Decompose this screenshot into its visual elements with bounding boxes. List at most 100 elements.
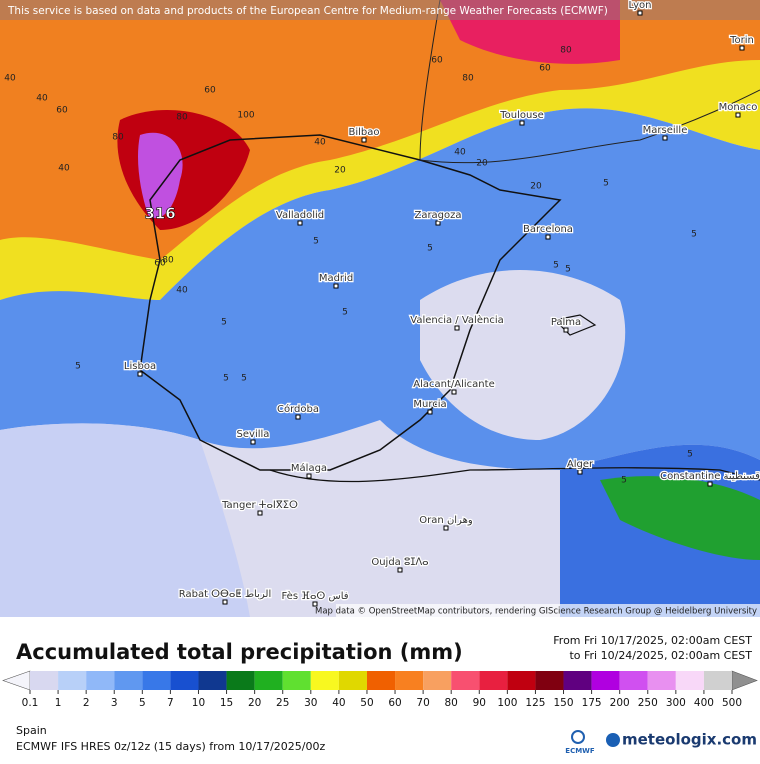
legend-tick-label: 15 xyxy=(220,697,233,709)
city-label: Alger xyxy=(567,459,594,470)
contour-label: 80 xyxy=(162,256,174,266)
contour-label: 60 xyxy=(204,86,216,96)
legend-swatch xyxy=(282,671,311,690)
legend-swatch xyxy=(675,671,704,690)
city-label: Oujda ⵓⵊⴷⴰ xyxy=(371,557,428,568)
legend-tick-label: 3 xyxy=(111,697,118,709)
brand: meteologix.com xyxy=(622,731,757,749)
contour-label: 40 xyxy=(454,148,466,158)
city-dot xyxy=(137,371,143,377)
city-label: Palma xyxy=(551,317,581,328)
contour-label: 5 xyxy=(621,476,627,486)
city-dot xyxy=(637,10,643,16)
contour-label: 20 xyxy=(334,166,346,176)
legend-tick-label: 125 xyxy=(525,697,545,709)
legend-tick-label: 7 xyxy=(167,697,174,709)
city-label: Toulouse xyxy=(499,110,543,121)
contour-label: 60 xyxy=(539,64,551,74)
city-dot xyxy=(306,473,312,479)
city-dot xyxy=(295,414,301,420)
date-to: to Fri 10/24/2025, 02:00am CEST xyxy=(569,649,752,662)
contour-label: 20 xyxy=(476,159,488,169)
contour-label: 5 xyxy=(553,261,559,271)
city-dot xyxy=(545,234,551,240)
legend-tick-label: 80 xyxy=(445,697,458,709)
legend-swatch xyxy=(58,671,87,690)
contour-label: 80 xyxy=(176,113,188,123)
legend-swatch xyxy=(647,671,676,690)
city-dot xyxy=(739,45,745,51)
city-label: Bilbao xyxy=(348,127,379,138)
contour-label: 60 xyxy=(431,56,443,66)
legend-swatch xyxy=(395,671,424,690)
city-label: Marseille xyxy=(643,125,688,136)
legend-swatch xyxy=(423,671,452,690)
city-label: Monaco xyxy=(719,102,758,113)
city-dot xyxy=(435,220,441,226)
contour-label: 40 xyxy=(314,138,326,148)
city-label: Alacant/Alicante xyxy=(413,379,494,390)
legend-swatch xyxy=(703,671,732,690)
legend-tick-label: 175 xyxy=(582,697,602,709)
legend-swatch xyxy=(563,671,592,690)
legend-tick-label: 300 xyxy=(666,697,686,709)
contour-label: 5 xyxy=(223,374,229,384)
city-dot xyxy=(662,135,668,141)
city-label: Sevilla xyxy=(237,429,270,440)
legend-tick-label: 400 xyxy=(694,697,714,709)
city-dot xyxy=(222,599,228,605)
legend-swatch xyxy=(254,671,283,690)
legend-tick-label: 150 xyxy=(553,697,573,709)
attribution: Map data © OpenStreetMap contributors, r… xyxy=(315,607,757,617)
contour-label: 5 xyxy=(427,244,433,254)
legend-tick-label: 40 xyxy=(332,697,345,709)
legend-swatch xyxy=(479,671,508,690)
city-dot xyxy=(427,409,433,415)
city-dot xyxy=(577,469,583,475)
city-label: Rabat ⵔⴱⴰⵟ الرباط xyxy=(179,589,271,600)
city-dot xyxy=(451,389,457,395)
legend-tick-label: 250 xyxy=(638,697,658,709)
model: ECMWF IFS HRES 0z/12z (15 days) from 10/… xyxy=(16,740,326,753)
contour-label: 5 xyxy=(565,265,571,275)
legend-tick-label: 60 xyxy=(388,697,401,709)
legend-tick-label: 1 xyxy=(55,697,62,709)
date-from: From Fri 10/17/2025, 02:00am CEST xyxy=(553,634,752,647)
city-dot xyxy=(312,601,318,607)
contour-label: 80 xyxy=(112,133,124,143)
legend-swatch xyxy=(619,671,648,690)
city-label: Tanger ⵜⴰⵏⴳⵉⵔ xyxy=(221,500,298,511)
city-label: Valencia / València xyxy=(410,314,503,326)
legend-tick-label: 10 xyxy=(192,697,205,709)
legend-tick-label: 100 xyxy=(497,697,517,709)
legend-swatch xyxy=(30,671,59,690)
city-label: Torin xyxy=(729,35,754,46)
contour-label: 5 xyxy=(241,374,247,384)
city-dot xyxy=(361,137,367,143)
notice: This service is based on data and produc… xyxy=(7,5,608,17)
city-dot xyxy=(735,112,741,118)
legend-swatch xyxy=(142,671,171,690)
city-dot xyxy=(443,525,449,531)
legend-swatch xyxy=(338,671,367,690)
ecmwf-logo: ECMWF xyxy=(565,747,595,755)
city-label: Málaga xyxy=(291,462,327,474)
contour-label: 5 xyxy=(221,318,227,328)
city-dot xyxy=(563,327,569,333)
contour-label: 40 xyxy=(4,74,16,84)
legend-swatch xyxy=(198,671,227,690)
footer: Accumulated total precipitation (mm) Fro… xyxy=(0,617,760,760)
legend-swatch xyxy=(226,671,255,690)
contour-label: 60 xyxy=(154,259,166,269)
contour-label: 5 xyxy=(691,230,697,240)
contour-label: 40 xyxy=(176,286,188,296)
legend-swatch xyxy=(170,671,199,690)
legend-swatch xyxy=(507,671,536,690)
city-dot xyxy=(333,283,339,289)
city-label: Constantine قسنطينة xyxy=(660,471,760,482)
city-label: Córdoba xyxy=(277,403,319,415)
legend-tick-label: 2 xyxy=(83,697,90,709)
legend-swatch xyxy=(535,671,564,690)
contour-label: 40 xyxy=(36,94,48,104)
